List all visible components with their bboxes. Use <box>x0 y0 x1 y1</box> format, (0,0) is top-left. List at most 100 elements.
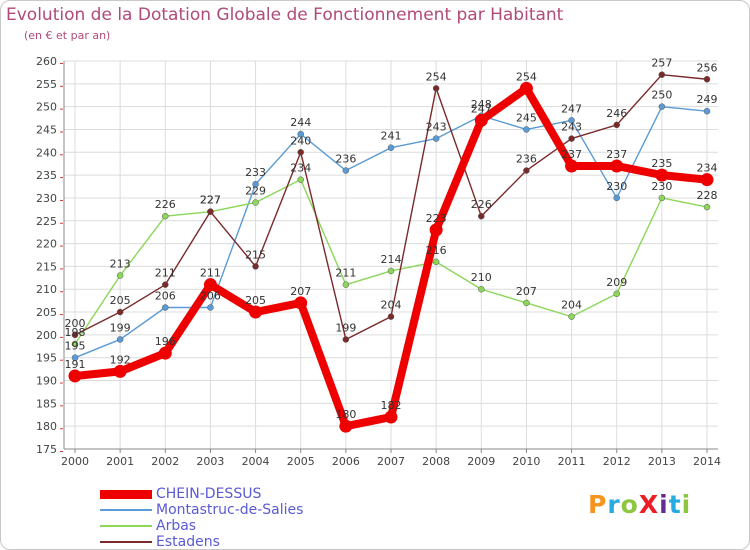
data-label: 249 <box>697 93 718 106</box>
data-label: 244 <box>290 116 311 129</box>
data-label: 227 <box>200 194 221 207</box>
y-tick-label: 245 <box>36 123 57 136</box>
data-point <box>658 103 666 110</box>
data-label: 210 <box>471 271 492 284</box>
data-point <box>116 272 124 279</box>
data-point <box>523 167 530 174</box>
data-label: 209 <box>606 276 627 289</box>
data-point <box>252 199 259 206</box>
y-tick-label: 225 <box>36 215 57 228</box>
data-label: 230 <box>606 180 627 193</box>
data-point <box>158 346 172 360</box>
x-tick-label: 2005 <box>287 455 315 468</box>
data-point <box>116 308 124 316</box>
data-point <box>252 263 259 270</box>
data-point <box>162 304 169 311</box>
data-point <box>613 121 620 129</box>
data-label: 216 <box>426 244 447 257</box>
chart-subtitle: (en € et par an) <box>24 29 111 42</box>
y-tick-label: 190 <box>36 375 57 388</box>
data-point <box>342 167 350 174</box>
x-tick-label: 2014 <box>693 455 721 468</box>
y-tick-label: 250 <box>36 101 57 114</box>
y-tick-label: 210 <box>36 283 57 296</box>
data-label: 180 <box>335 408 356 421</box>
data-point <box>207 304 214 311</box>
data-label: 234 <box>697 162 718 175</box>
x-tick-label: 2011 <box>558 455 586 468</box>
logo-letter: i <box>681 490 692 519</box>
legend-swatch <box>100 509 152 511</box>
data-point <box>523 299 530 307</box>
x-tick-label: 2004 <box>242 455 270 468</box>
data-label: 254 <box>516 70 537 83</box>
data-label: 211 <box>335 267 356 280</box>
logo-letter: t <box>668 490 682 519</box>
data-label: 227 <box>200 194 221 207</box>
legend-label: Arbas <box>156 518 197 534</box>
data-label: 182 <box>381 399 402 412</box>
data-label: 205 <box>110 294 131 307</box>
data-label: 223 <box>426 212 447 225</box>
legend-label: Montastruc-de-Salies <box>156 502 304 518</box>
y-tick-label: 230 <box>36 192 57 205</box>
data-point <box>610 159 624 173</box>
data-label: 237 <box>561 148 582 161</box>
data-label: 233 <box>245 166 266 179</box>
data-label: 200 <box>65 317 86 330</box>
data-point <box>474 113 488 127</box>
legend-item: Arbas <box>100 518 303 534</box>
logo-letter: P <box>588 490 608 519</box>
data-point <box>478 212 485 220</box>
proxiti-logo: ProXiti <box>588 490 691 519</box>
data-point <box>297 176 304 183</box>
y-tick-label: 255 <box>36 78 57 91</box>
data-point <box>384 410 398 424</box>
x-tick-label: 2002 <box>151 455 179 468</box>
y-tick-label: 195 <box>36 352 57 365</box>
data-point <box>519 81 533 95</box>
data-point <box>658 71 666 78</box>
data-label: 211 <box>200 267 221 280</box>
data-point <box>613 194 620 202</box>
data-label: 228 <box>697 189 718 202</box>
data-label: 235 <box>651 157 672 170</box>
data-label: 191 <box>65 358 86 371</box>
data-label: 245 <box>516 111 537 124</box>
data-point <box>71 354 79 361</box>
data-label: 207 <box>516 285 537 298</box>
data-label: 254 <box>426 70 447 83</box>
x-tick-label: 2000 <box>61 455 89 468</box>
legend-label: Estadens <box>156 534 220 550</box>
data-point <box>162 281 169 288</box>
data-point <box>387 144 395 151</box>
y-tick-label: 175 <box>36 443 57 456</box>
data-point <box>523 126 530 133</box>
data-point <box>297 149 304 156</box>
data-point <box>162 212 169 220</box>
data-point <box>568 313 575 320</box>
y-tick-label: 180 <box>36 420 57 433</box>
legend-swatch <box>100 489 152 499</box>
y-tick-label: 200 <box>36 329 57 342</box>
x-tick-label: 2013 <box>648 455 676 468</box>
legend-swatch <box>100 525 152 527</box>
data-label: 195 <box>65 340 86 353</box>
data-point <box>113 364 127 378</box>
data-label: 229 <box>245 185 266 198</box>
data-point <box>342 281 350 288</box>
data-label: 204 <box>381 299 402 312</box>
data-label: 226 <box>471 198 492 211</box>
data-point <box>568 117 575 124</box>
data-label: 236 <box>516 153 537 166</box>
data-label: 214 <box>381 253 402 266</box>
x-tick-label: 2008 <box>422 455 450 468</box>
x-tick-label: 2012 <box>603 455 631 468</box>
data-point <box>68 369 82 383</box>
data-label: 196 <box>155 335 176 348</box>
y-tick-label: 220 <box>36 238 57 251</box>
data-label: 198 <box>65 326 86 339</box>
y-tick-label: 215 <box>36 260 57 273</box>
data-point <box>613 290 620 298</box>
